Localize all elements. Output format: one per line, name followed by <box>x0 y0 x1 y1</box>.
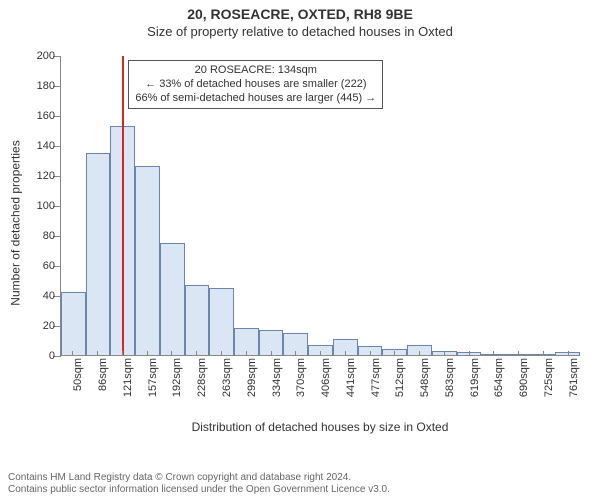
x-labels-group: 50sqm 86sqm 121sqm 157sqm 192sqm 228sqm 263sqm… <box>60 356 580 408</box>
x-tick-label: 761sqm <box>568 358 580 397</box>
x-tick-label: 370sqm <box>295 358 307 397</box>
x-tick-label: 121sqm <box>122 358 134 397</box>
x-tick-label: 548sqm <box>419 358 431 397</box>
x-tick-cell: 761sqm <box>555 356 580 408</box>
y-tick-label: 100 <box>21 200 55 212</box>
x-tick-cell: 299sqm <box>233 356 258 408</box>
annotation-line: 20 ROSEACRE: 134sqm <box>135 64 376 78</box>
x-tick-cell: 228sqm <box>184 356 209 408</box>
y-axis-label: Number of detached properties <box>8 56 24 390</box>
x-tick-label: 334sqm <box>271 358 283 397</box>
x-tick-label: 477sqm <box>370 358 382 397</box>
histogram-bar <box>209 288 234 356</box>
histogram-bar <box>185 285 210 356</box>
x-tick-label: 654sqm <box>493 358 505 397</box>
x-tick-cell: 370sqm <box>283 356 308 408</box>
x-tick-label: 406sqm <box>320 358 332 397</box>
y-tick-label: 200 <box>21 50 55 62</box>
x-tick-label: 299sqm <box>246 358 258 397</box>
x-tick-label: 690sqm <box>518 358 530 397</box>
x-tick-cell: 512sqm <box>382 356 407 408</box>
footer-attribution: Contains HM Land Registry data © Crown c… <box>8 472 592 496</box>
x-tick-cell: 334sqm <box>258 356 283 408</box>
x-tick-label: 512sqm <box>394 358 406 397</box>
x-tick-cell: 725sqm <box>531 356 556 408</box>
marker-line <box>122 56 124 355</box>
x-tick-label: 441sqm <box>345 358 357 397</box>
x-tick-label: 157sqm <box>147 358 159 397</box>
page-subtitle: Size of property relative to detached ho… <box>0 22 600 43</box>
y-tick-label: 40 <box>21 290 55 302</box>
histogram-bar <box>61 292 86 355</box>
x-tick-cell: 157sqm <box>134 356 159 408</box>
footer-line-2: Contains public sector information licen… <box>8 484 592 496</box>
y-tick-label: 160 <box>21 110 55 122</box>
histogram-bar <box>86 153 111 356</box>
chart-container: 20, ROSEACRE, OXTED, RH8 9BE Size of pro… <box>0 0 600 500</box>
x-tick-label: 86sqm <box>97 358 109 391</box>
x-tick-label: 725sqm <box>543 358 555 397</box>
x-tick-label: 583sqm <box>444 358 456 397</box>
x-tick-cell: 654sqm <box>481 356 506 408</box>
x-axis-label: Distribution of detached houses by size … <box>60 420 580 434</box>
x-tick-cell: 86sqm <box>85 356 110 408</box>
footer-line-1: Contains HM Land Registry data © Crown c… <box>8 472 592 484</box>
annotation-line: 66% of semi-detached houses are larger (… <box>135 92 376 106</box>
y-tick-label: 0 <box>21 350 55 362</box>
histogram-bar <box>135 166 160 355</box>
y-tick-label: 140 <box>21 140 55 152</box>
x-tick-cell: 121sqm <box>110 356 135 408</box>
y-tick-label: 80 <box>21 230 55 242</box>
y-tick-label: 120 <box>21 170 55 182</box>
x-tick-label: 263sqm <box>221 358 233 397</box>
page-title: 20, ROSEACRE, OXTED, RH8 9BE <box>0 0 600 22</box>
x-tick-cell: 263sqm <box>209 356 234 408</box>
x-tick-label: 228sqm <box>196 358 208 397</box>
x-tick-cell: 477sqm <box>357 356 382 408</box>
x-tick-label: 50sqm <box>72 358 84 391</box>
x-tick-cell: 406sqm <box>308 356 333 408</box>
annotation-box: 20 ROSEACRE: 134sqm← 33% of detached hou… <box>128 60 383 109</box>
x-tick-cell: 441sqm <box>332 356 357 408</box>
x-tick-cell: 50sqm <box>60 356 85 408</box>
histogram-bar <box>160 243 185 356</box>
y-tick-label: 20 <box>21 320 55 332</box>
annotation-line: ← 33% of detached houses are smaller (22… <box>135 78 376 92</box>
y-tick-label: 60 <box>21 260 55 272</box>
x-tick-cell: 548sqm <box>407 356 432 408</box>
x-tick-label: 619sqm <box>469 358 481 397</box>
x-tick-cell: 192sqm <box>159 356 184 408</box>
x-tick-cell: 619sqm <box>456 356 481 408</box>
chart-zone: 20 ROSEACRE: 134sqm← 33% of detached hou… <box>60 56 580 408</box>
y-tick-label: 180 <box>21 80 55 92</box>
plot-area: 20 ROSEACRE: 134sqm← 33% of detached hou… <box>60 56 580 356</box>
x-tick-cell: 690sqm <box>506 356 531 408</box>
x-tick-cell: 583sqm <box>431 356 456 408</box>
x-tick-label: 192sqm <box>171 358 183 397</box>
